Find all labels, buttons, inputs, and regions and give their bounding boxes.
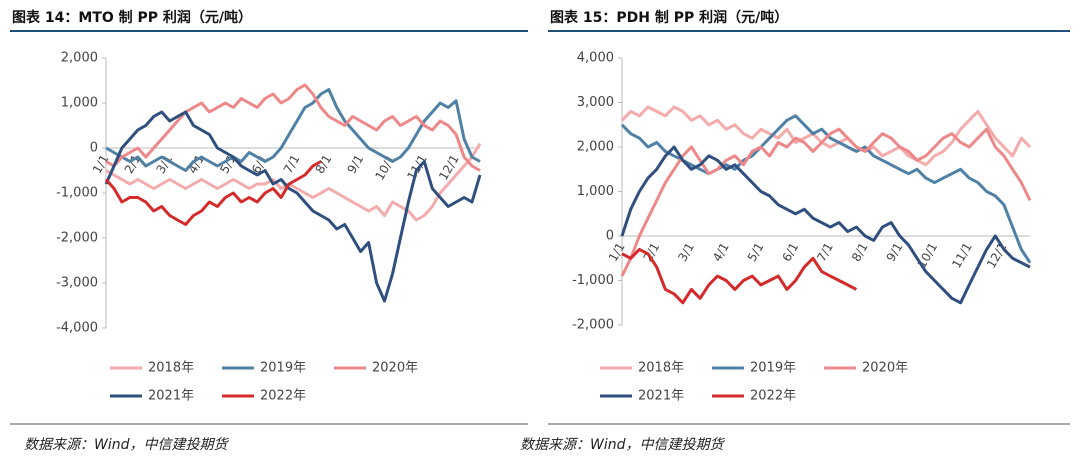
x-tick-label: 7/1: [814, 240, 836, 264]
y-tick-label: 1,000: [577, 184, 614, 199]
legend-label: 2018年: [148, 361, 194, 376]
legend-label: 2021年: [148, 389, 194, 404]
y-tick-label: -2,000: [572, 318, 614, 333]
x-tick-label: 6/1: [779, 240, 801, 264]
chart-title: 图表 14：MTO 制 PP 利润（元/吨）: [12, 9, 252, 26]
x-tick-label: 5/1: [745, 240, 767, 264]
legend-label: 2022年: [260, 389, 306, 404]
y-tick-label: 3,000: [577, 95, 614, 110]
source: 数据来源：Wind，中信建投期货: [520, 437, 725, 453]
legend-label: 2020年: [862, 361, 908, 376]
y-tick-label: 0: [90, 141, 98, 156]
x-tick-label: 11/1: [949, 240, 975, 270]
series-line: [105, 88, 481, 172]
series-line: [620, 145, 1031, 305]
x-tick-label: 10/1: [915, 240, 941, 270]
series-line: [620, 127, 1032, 277]
y-tick-label: 0: [606, 229, 614, 244]
legend-label: 2019年: [750, 361, 796, 376]
y-tick-label: -2,000: [56, 231, 98, 246]
y-tick-label: 4,000: [577, 51, 614, 66]
series-line: [620, 105, 1032, 167]
legend-label: 2018年: [638, 361, 684, 376]
x-tick-label: 7/1: [281, 152, 303, 176]
x-tick-label: 4/1: [185, 152, 207, 176]
x-tick-label: 8/1: [849, 240, 871, 264]
legend-label: 2019年: [260, 361, 306, 376]
legend-label: 2022年: [750, 389, 796, 404]
y-tick-label: -3,000: [56, 276, 98, 291]
x-tick-label: 3/1: [675, 240, 697, 264]
x-tick-label: 12/1: [436, 152, 462, 182]
x-tick-label: 9/1: [884, 240, 906, 264]
chart-title: 图表 15：PDH 制 PP 利润（元/吨）: [550, 9, 788, 26]
legend-label: 2021年: [638, 389, 684, 404]
legend-label: 2020年: [372, 361, 418, 376]
y-tick-label: -1,000: [56, 186, 98, 201]
x-tick-label: 1/1: [606, 240, 628, 264]
y-tick-label: -1,000: [572, 273, 614, 288]
series-line: [620, 114, 1032, 264]
source: 数据来源：Wind，中信建投期货: [24, 437, 229, 453]
series-line: [105, 83, 481, 172]
series-line: [104, 160, 322, 226]
y-tick-label: 2,000: [61, 51, 98, 66]
x-tick-label: 9/1: [344, 152, 366, 176]
series-line: [621, 247, 858, 305]
y-tick-label: 2,000: [577, 140, 614, 155]
x-tick-label: 4/1: [710, 240, 732, 264]
series-line: [104, 110, 482, 303]
y-tick-label: -4,000: [56, 321, 98, 336]
series-line: [105, 142, 482, 222]
y-tick-label: 1,000: [61, 96, 98, 111]
